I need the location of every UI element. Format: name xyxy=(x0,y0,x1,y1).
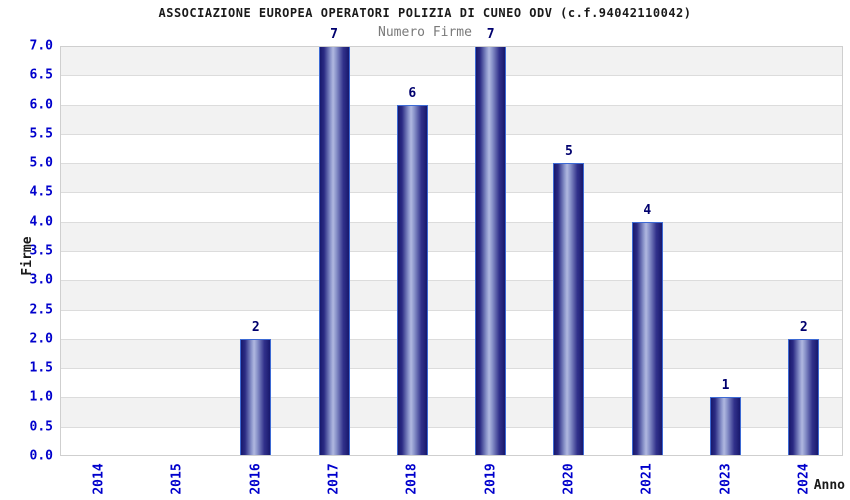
x-tick-label: 2020 xyxy=(561,463,577,495)
plot-band xyxy=(60,280,843,310)
bar-2024 xyxy=(788,338,820,456)
y-tick-label: 7.0 xyxy=(29,38,53,54)
y-tick-label: 5.5 xyxy=(29,126,53,142)
gridline xyxy=(60,163,843,165)
y-tick-label: 0.0 xyxy=(29,448,53,464)
gridline xyxy=(60,104,843,106)
plot-band xyxy=(60,75,843,105)
gridline xyxy=(60,309,843,311)
x-tick-label: 2014 xyxy=(91,463,107,495)
plot-band xyxy=(60,338,843,369)
bar-value-label: 6 xyxy=(408,85,417,101)
bar-2018 xyxy=(396,104,428,456)
plot-band xyxy=(60,46,843,76)
y-axis-label: Firme xyxy=(20,236,36,276)
x-tick-label: 2024 xyxy=(796,463,812,495)
bar-value-label: 5 xyxy=(565,144,573,160)
plot-band xyxy=(60,163,843,193)
y-tick-label: 4.5 xyxy=(29,184,53,200)
x-tick-label: 2015 xyxy=(169,463,185,495)
y-tick-label: 2.0 xyxy=(29,331,53,347)
plot-band xyxy=(60,309,843,339)
plot-band xyxy=(60,221,843,251)
gridline xyxy=(60,192,843,194)
y-tick-label: 2.5 xyxy=(29,302,53,318)
plot-band xyxy=(60,104,843,134)
gridline xyxy=(60,221,843,223)
x-tick-label: 2018 xyxy=(404,463,420,495)
bar-value-label: 2 xyxy=(251,319,260,335)
gridline xyxy=(60,426,843,428)
plot-band xyxy=(60,133,843,164)
y-tick-label: 6.0 xyxy=(29,97,53,113)
gridline xyxy=(60,338,843,340)
x-tick-label: 2016 xyxy=(248,463,264,495)
plot-band xyxy=(60,251,843,281)
gridline xyxy=(60,280,843,282)
bar-value-label: 2 xyxy=(799,319,808,335)
bar-value-label: 7 xyxy=(330,27,338,42)
x-tick-label: 2017 xyxy=(326,463,342,495)
x-tick-label: 2023 xyxy=(718,463,734,495)
bar-2023 xyxy=(710,397,742,456)
y-tick-label: 1.5 xyxy=(29,360,53,376)
bar-2021 xyxy=(631,221,663,456)
chart-title: ASSOCIAZIONE EUROPEA OPERATORI POLIZIA D… xyxy=(158,6,692,20)
x-tick-label: 2021 xyxy=(639,463,655,495)
y-tick-label: 5.0 xyxy=(29,155,53,171)
y-tick-label: 1.0 xyxy=(29,389,53,405)
y-tick-label: 3.0 xyxy=(29,272,53,288)
bar-value-label: 4 xyxy=(643,202,652,218)
bar-value-label: 1 xyxy=(721,378,730,394)
x-tick-label: 2019 xyxy=(483,463,499,495)
bar-2019 xyxy=(475,46,507,456)
bar-2017 xyxy=(318,46,350,456)
gridline xyxy=(60,397,843,399)
y-tick-label: 6.5 xyxy=(29,67,53,83)
y-tick-label: 4.0 xyxy=(29,214,53,230)
x-axis-label: Anno xyxy=(813,478,845,493)
chart-subtitle: Numero Firme xyxy=(378,25,472,40)
gridline xyxy=(60,75,843,77)
gridline xyxy=(60,133,843,135)
bar-2020 xyxy=(553,163,585,456)
y-tick-label: 0.5 xyxy=(29,419,53,435)
bar-2016 xyxy=(240,338,272,456)
plot-area xyxy=(60,46,843,456)
bar-value-label: 7 xyxy=(486,27,495,42)
plot-band xyxy=(60,368,843,398)
y-tick-label: 3.5 xyxy=(29,243,53,259)
gridline xyxy=(60,251,843,252)
gridline xyxy=(60,368,843,370)
plot-band xyxy=(60,192,843,222)
